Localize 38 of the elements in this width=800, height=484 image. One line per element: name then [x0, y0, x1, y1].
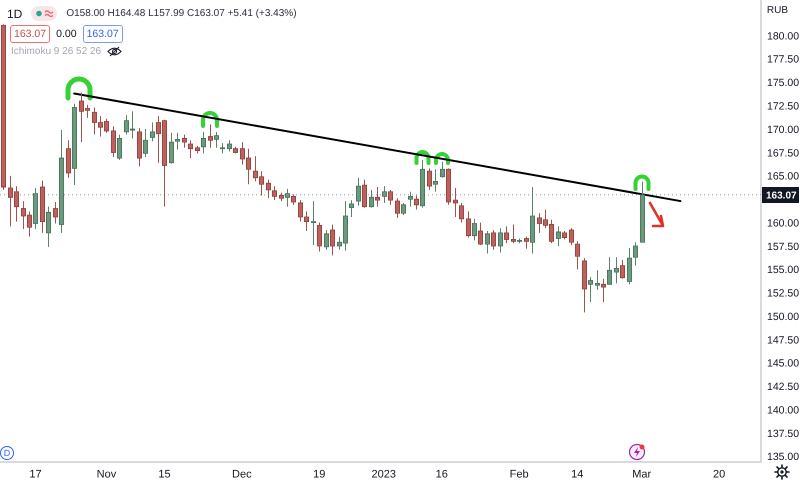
y-tick-label: 175.00 [767, 77, 800, 90]
y-tick-label: 150.00 [767, 310, 800, 323]
annotation: Ichimoku 9 26 52 26 [11, 46, 102, 57]
x-tick-label: 15 [158, 468, 171, 481]
x-tick-label: 14 [571, 468, 584, 481]
text: 1D [7, 6, 22, 20]
annotation: D [0, 446, 14, 460]
y-tick-label: 152.50 [767, 288, 800, 300]
x-tick-label: Nov [96, 468, 117, 481]
x-tick-label: 20 [712, 468, 726, 481]
y-tick-label: 142.50 [767, 381, 800, 394]
x-tick-label: 16 [436, 468, 448, 481]
y-tick-label: 165.00 [767, 170, 800, 183]
y-axis-title: RUB [766, 5, 788, 16]
y-tick-label: 172.50 [767, 100, 800, 113]
y-tick-label: 140.00 [767, 404, 800, 416]
y-tick-label: 155.00 [767, 264, 800, 276]
y-tick-label: 135.00 [767, 451, 800, 464]
y-tick-label: 145.00 [767, 358, 800, 370]
y-tick-label: 160.00 [767, 217, 800, 230]
y-tick-label: 147.50 [767, 334, 800, 346]
y-tick-label: 177.50 [767, 54, 800, 66]
annotation: 163.07 [10, 25, 50, 43]
x-tick-label: Mar [632, 468, 652, 481]
y-tick-label: 167.50 [767, 147, 800, 160]
x-tick-label: 19 [313, 468, 326, 481]
x-tick-label: Feb [510, 468, 529, 481]
x-tick-label: Dec [232, 468, 252, 481]
annotation: 163.07 [82, 25, 123, 43]
y-tick-label: 137.50 [767, 428, 800, 440]
y-tick-label: 170.00 [767, 124, 800, 136]
y-tick-label: 180.00 [767, 30, 800, 42]
annotation: O158.00 H164.48 L157.99 C163.07 +5.41 (+3.43%) [66, 8, 297, 19]
ref-line-label: 163.07 [766, 190, 798, 202]
x-tick-label: 2023 [371, 468, 396, 481]
x-tick-label: 17 [29, 468, 42, 481]
y-tick-label: 157.50 [767, 240, 800, 253]
annotation: 0.00 [55, 27, 78, 42]
